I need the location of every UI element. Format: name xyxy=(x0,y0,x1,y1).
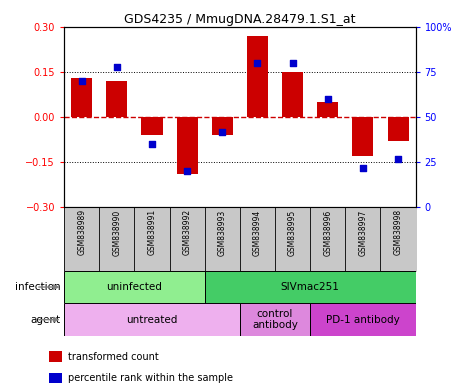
Point xyxy=(183,168,191,174)
Bar xyxy=(64,271,205,303)
Bar xyxy=(310,303,416,336)
Point xyxy=(394,156,402,162)
Text: GSM838993: GSM838993 xyxy=(218,209,227,255)
Bar xyxy=(388,117,408,141)
Bar xyxy=(317,102,338,117)
Text: GSM838994: GSM838994 xyxy=(253,209,262,255)
Text: GSM838990: GSM838990 xyxy=(113,209,121,255)
Bar xyxy=(352,117,373,156)
Text: GSM838992: GSM838992 xyxy=(183,209,191,255)
Text: GSM838991: GSM838991 xyxy=(148,209,156,255)
Point xyxy=(289,60,296,66)
Point xyxy=(78,78,86,84)
Text: uninfected: uninfected xyxy=(106,282,162,292)
Point xyxy=(148,141,156,147)
Point xyxy=(359,165,367,171)
Point xyxy=(254,60,261,66)
Bar xyxy=(142,117,162,135)
Bar xyxy=(177,117,198,174)
Text: control
antibody: control antibody xyxy=(252,309,298,331)
Text: transformed count: transformed count xyxy=(68,351,159,362)
Text: SIVmac251: SIVmac251 xyxy=(281,282,340,292)
Text: GSM838998: GSM838998 xyxy=(394,209,402,255)
Point xyxy=(218,129,226,135)
Point xyxy=(113,63,121,70)
Point xyxy=(324,96,332,102)
Text: PD-1 antibody: PD-1 antibody xyxy=(326,314,400,325)
Bar xyxy=(205,271,416,303)
Text: infection: infection xyxy=(15,282,61,292)
Text: agent: agent xyxy=(30,314,61,325)
Text: GSM838997: GSM838997 xyxy=(359,209,367,255)
Bar xyxy=(282,72,303,117)
Text: GSM838989: GSM838989 xyxy=(77,209,86,255)
Text: untreated: untreated xyxy=(126,314,178,325)
Title: GDS4235 / MmugDNA.28479.1.S1_at: GDS4235 / MmugDNA.28479.1.S1_at xyxy=(124,13,356,26)
Bar xyxy=(49,372,62,383)
Bar xyxy=(247,36,268,117)
Text: percentile rank within the sample: percentile rank within the sample xyxy=(68,372,233,383)
Bar xyxy=(71,78,92,117)
Bar xyxy=(240,303,310,336)
Bar xyxy=(212,117,233,135)
Bar xyxy=(106,81,127,117)
Text: GSM838995: GSM838995 xyxy=(288,209,297,255)
Text: GSM838996: GSM838996 xyxy=(323,209,332,255)
Bar xyxy=(64,303,240,336)
Bar xyxy=(49,351,62,362)
